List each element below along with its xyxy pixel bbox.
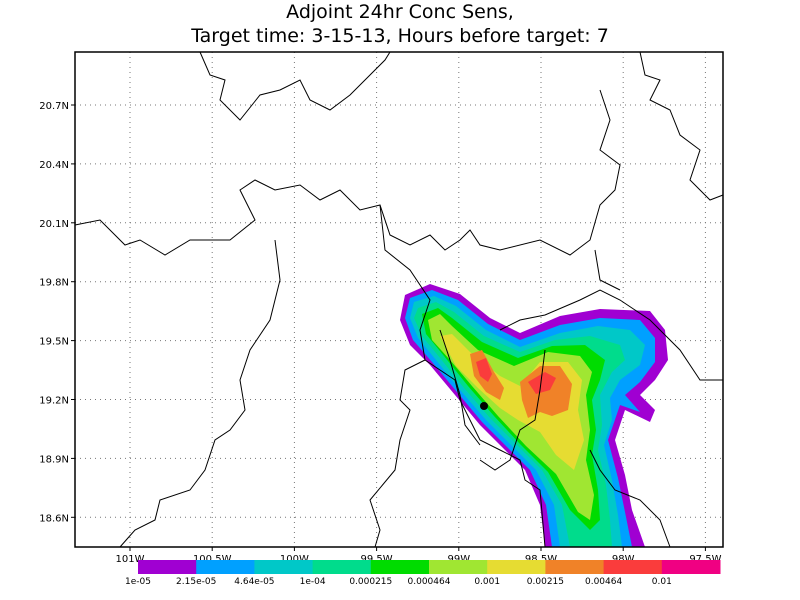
lat-label: 19.2N xyxy=(39,396,69,407)
lon-label: 101W xyxy=(116,554,145,565)
colorbar-swatch xyxy=(138,560,197,574)
colorbar-swatch xyxy=(429,560,488,574)
lon-label: 100.5W xyxy=(193,554,232,565)
lat-label: 20.1N xyxy=(39,219,69,230)
lat-label: 18.9N xyxy=(39,454,69,465)
lat-label: 19.5N xyxy=(39,337,69,348)
lon-label: 98.5W xyxy=(525,554,557,565)
axes: 20.7N 20.4N 20.1N 19.8N 19.5N 19.2N 18.9N 18.6N… xyxy=(39,101,721,565)
colorbar-label: 4.64e-05 xyxy=(234,577,274,587)
colorbar-label: 0.00215 xyxy=(527,577,564,587)
colorbar-swatch xyxy=(661,560,721,574)
colorbar-label: 2.15e-05 xyxy=(176,577,216,587)
colorbar-swatch xyxy=(254,560,314,574)
colorbar-label: 1e-04 xyxy=(300,577,326,587)
map-frame xyxy=(74,51,724,548)
colorbar-swatch xyxy=(312,560,372,574)
lat-label: 18.6N xyxy=(39,513,69,524)
lon-label: 99W xyxy=(447,554,470,565)
colorbar-swatch xyxy=(196,560,255,574)
plume xyxy=(400,284,668,547)
lon-label: 97.5W xyxy=(689,554,721,565)
title-line: Adjoint 24hr Conc Sens, xyxy=(286,1,514,23)
colorbar-label: 0.01 xyxy=(652,577,672,587)
lat-label: 19.8N xyxy=(39,278,69,289)
colorbar-swatch xyxy=(545,560,605,574)
borders xyxy=(74,51,724,548)
lon-label: 100W xyxy=(280,554,309,565)
lat-label: 20.4N xyxy=(39,160,69,171)
colorbar-label: 0.001 xyxy=(474,577,500,587)
target-marker xyxy=(480,402,488,410)
lat-label: 20.7N xyxy=(39,101,69,112)
lon-label: 99.5W xyxy=(361,554,393,565)
colorbar-label: 1e-05 xyxy=(125,577,151,587)
colorbar-label: 0.000215 xyxy=(349,577,392,587)
colorbar-swatch xyxy=(603,560,663,574)
colorbar: 1e-05 2.15e-05 4.64e-05 1e-04 0.000215 0.0004… xyxy=(125,560,721,587)
title-line: Target time: 3-15-13, Hours before targe… xyxy=(190,25,609,47)
colorbar-label: 0.00464 xyxy=(585,577,622,587)
colorbar-swatch xyxy=(370,560,430,574)
colorbar-label: 0.000464 xyxy=(408,577,451,587)
colorbar-swatch xyxy=(487,560,546,574)
lon-label: 98W xyxy=(612,554,635,565)
